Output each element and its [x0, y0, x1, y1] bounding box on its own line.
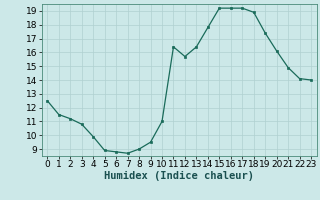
X-axis label: Humidex (Indice chaleur): Humidex (Indice chaleur)	[104, 171, 254, 181]
